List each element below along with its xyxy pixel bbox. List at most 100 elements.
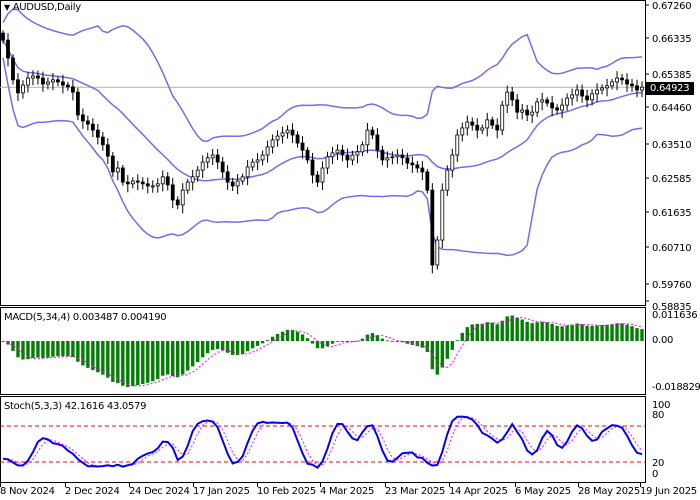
candle — [110, 155, 115, 173]
macd-bar — [46, 341, 50, 358]
symbol-header[interactable]: ▼ AUDUSD,Daily — [4, 2, 81, 13]
candle — [365, 129, 370, 146]
macd-bar — [106, 341, 110, 378]
price-tick: 0.67260 — [652, 1, 692, 12]
macd-bar — [76, 341, 80, 362]
candle — [330, 152, 335, 158]
candle — [170, 184, 175, 201]
price-tick: 0.58835 — [652, 302, 692, 313]
candle — [385, 157, 390, 161]
macd-bar — [181, 341, 185, 375]
candle — [445, 169, 450, 191]
price-tick: 0.65385 — [652, 70, 692, 81]
macd-signal-line — [2, 316, 643, 387]
candle — [290, 129, 295, 136]
candle — [80, 114, 85, 122]
candle — [425, 171, 430, 191]
candle — [625, 79, 629, 85]
macd-bar — [510, 315, 514, 341]
macd-bar — [166, 341, 170, 375]
candle — [475, 124, 480, 131]
macd-bar — [136, 341, 140, 386]
candle — [355, 151, 360, 156]
macd-bar — [250, 341, 255, 349]
candle — [6, 39, 10, 59]
macd-bar — [610, 324, 614, 341]
candle — [335, 149, 340, 154]
macd-bar — [620, 323, 624, 341]
stoch-tick: 100 — [652, 400, 671, 411]
candle — [65, 84, 70, 88]
candle — [51, 79, 55, 83]
candle — [205, 157, 210, 163]
date-tick: 24 Dec 2024 — [129, 486, 190, 497]
candle — [640, 86, 644, 91]
price-tick: 0.62585 — [652, 174, 692, 185]
price-tick: 0.60710 — [652, 243, 692, 254]
candle — [580, 89, 584, 97]
candle — [90, 123, 95, 131]
macd-bar — [560, 326, 564, 341]
candle — [16, 79, 20, 94]
macd-bar — [575, 323, 579, 341]
macd-bar — [260, 341, 265, 344]
macd-bar — [440, 341, 445, 368]
candle — [150, 185, 155, 188]
macd-bar — [505, 316, 509, 341]
macd-bar — [255, 341, 260, 346]
candle — [210, 154, 215, 159]
candle — [100, 136, 105, 146]
macd-bar — [535, 322, 539, 341]
candle — [490, 119, 495, 126]
candle — [550, 102, 555, 109]
macd-bar — [425, 341, 430, 353]
macd-bar — [460, 332, 464, 341]
candle — [140, 181, 145, 185]
candle — [21, 84, 25, 94]
macd-bar — [525, 321, 529, 341]
macd-bar — [530, 323, 534, 341]
macd-bar — [61, 341, 65, 357]
macd-bar — [11, 341, 15, 351]
macd-bar — [21, 341, 25, 360]
macd-bar — [455, 340, 459, 342]
macd-bar — [26, 341, 30, 360]
candle — [345, 154, 350, 161]
candle — [115, 167, 120, 173]
macd-bar — [66, 341, 70, 357]
candle — [120, 167, 125, 183]
macd-bar — [245, 341, 250, 352]
macd-bar — [240, 341, 245, 355]
macd-bar — [520, 319, 524, 341]
macd-bar — [515, 317, 519, 341]
macd-bar — [360, 338, 365, 341]
candle — [180, 189, 185, 206]
macd-bar — [445, 341, 450, 359]
macd-bar — [191, 341, 195, 367]
macd-tick: 0.011636 — [652, 310, 698, 321]
candle — [390, 156, 395, 159]
macd-bar — [435, 341, 440, 375]
macd-bar — [220, 341, 225, 351]
candle — [295, 134, 300, 144]
candle — [320, 167, 325, 183]
date-tick: 17 Jan 2025 — [193, 486, 250, 497]
candle — [190, 176, 195, 183]
symbol-label: AUDUSD,Daily — [12, 2, 81, 13]
macd-bar — [625, 324, 629, 341]
candle — [250, 161, 255, 168]
macd-bar — [285, 329, 290, 341]
candle — [615, 77, 619, 83]
macd-bar — [605, 324, 609, 341]
macd-bar — [545, 322, 549, 341]
macd-bar — [490, 322, 494, 341]
macd-bar — [590, 325, 594, 341]
candle — [575, 89, 580, 96]
macd-bar — [495, 324, 499, 341]
candle — [395, 154, 400, 158]
macd-bar — [56, 341, 60, 357]
triangle-down-icon[interactable]: ▼ — [4, 3, 10, 12]
candle — [430, 189, 435, 266]
price-tick: 0.59760 — [652, 280, 692, 291]
